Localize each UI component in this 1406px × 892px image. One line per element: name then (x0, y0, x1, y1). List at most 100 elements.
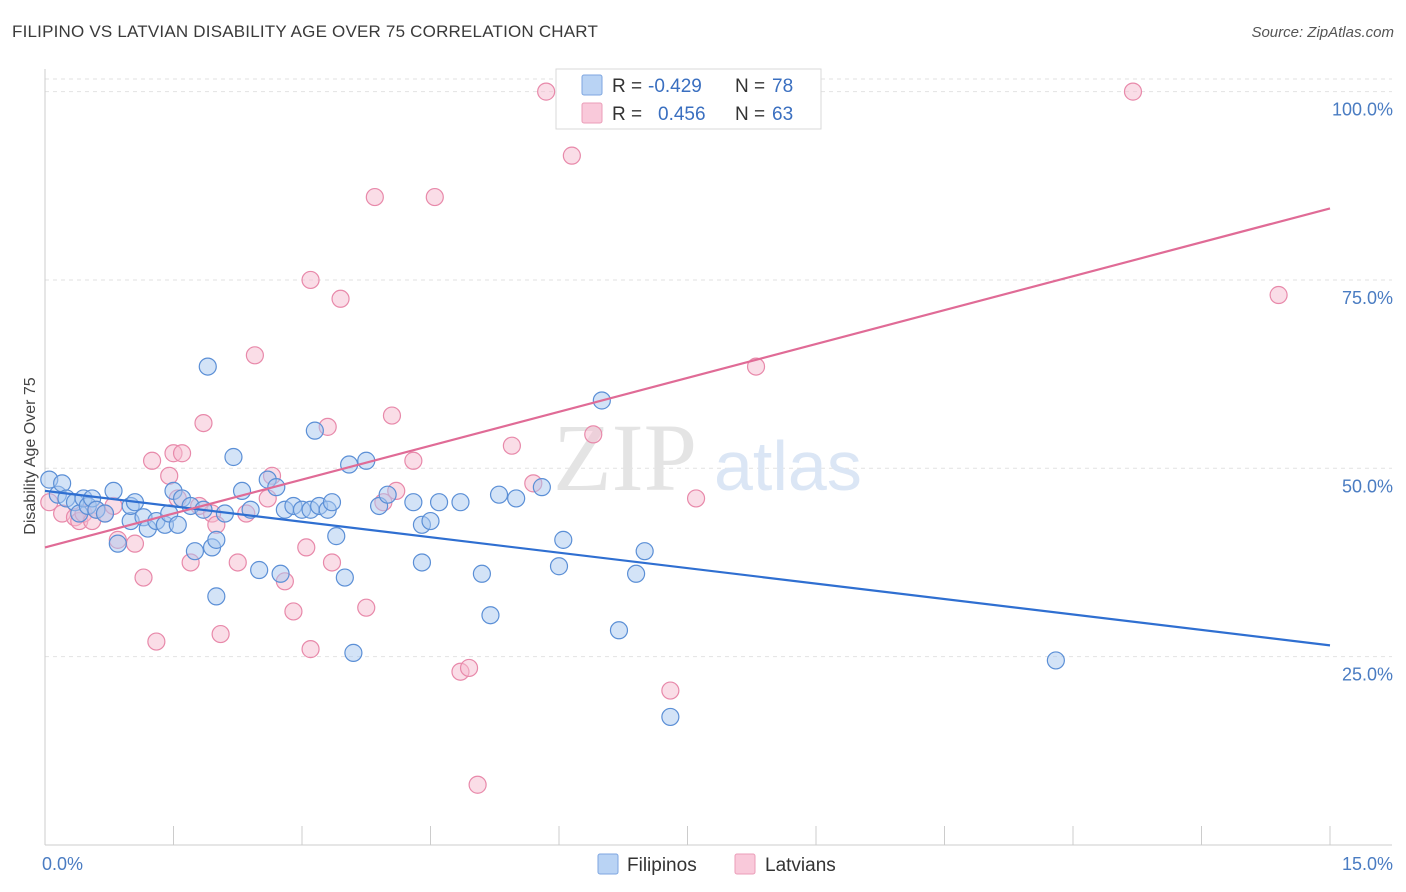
trend-lines (44, 207, 1331, 647)
latvians-point (142, 451, 162, 470)
filipinos-point (327, 527, 346, 546)
latvians-point (365, 187, 384, 207)
latvians-point (284, 602, 303, 621)
filipinos-point (95, 504, 115, 523)
filipinos-point (507, 489, 526, 508)
filipinos-trend-line (44, 489, 1331, 647)
series-swatch-latvians (734, 853, 756, 875)
filipinos-points (40, 357, 1065, 727)
x-tick-label: 0.0% (42, 854, 83, 874)
gridlines (45, 78, 1392, 658)
latvians-point (404, 451, 423, 470)
filipinos-point (104, 481, 123, 501)
latvians-point (245, 346, 264, 365)
x-tick-label: 15.0% (1342, 854, 1393, 874)
legend-r-value: 0.456 (658, 104, 706, 125)
y-tick-label: 25.0% (1342, 665, 1393, 685)
correlation-legend: R = -0.429 N = 78 R = 0.456 N = 63 (555, 68, 822, 130)
legend-n-label: N = (735, 76, 765, 97)
latvians-point (686, 489, 706, 508)
filipinos-point (481, 606, 500, 625)
legend-n-label: N = (735, 104, 765, 125)
filipinos-point (207, 530, 226, 549)
x-tick-labels: 0.0% 15.0% (42, 854, 1393, 874)
latvians-point (125, 534, 145, 553)
filipinos-point (451, 493, 470, 512)
filipinos-point (635, 542, 654, 561)
watermark: ZIP atlas (553, 404, 862, 511)
latvians-point (331, 289, 350, 308)
latvians-point (194, 413, 213, 433)
latvians-point (357, 598, 376, 617)
latvians-point (147, 632, 166, 651)
latvians-point (468, 775, 487, 794)
latvians-point (1123, 82, 1143, 101)
latvians-trend-line (44, 207, 1331, 549)
filipinos-point (198, 357, 217, 376)
series-swatch-filipinos (597, 853, 619, 875)
filipinos-point (429, 493, 449, 512)
latvians-point (562, 146, 581, 165)
latvians-point (211, 624, 230, 644)
filipinos-point (404, 493, 423, 512)
latvians-point (459, 658, 479, 678)
latvians-point (134, 568, 153, 587)
latvians-point (160, 466, 179, 485)
legend-swatch-pink (581, 102, 603, 124)
latvians-point (228, 553, 247, 572)
filipinos-point (250, 560, 269, 580)
y-tick-label: 75.0% (1342, 288, 1393, 308)
filipinos-point (271, 564, 290, 583)
filipinos-point (609, 621, 629, 640)
axes (44, 69, 1392, 846)
latvians-point (322, 553, 342, 572)
legend-r-value: -0.429 (648, 76, 702, 97)
filipinos-point (472, 564, 491, 583)
legend-r-label: R = (612, 76, 642, 97)
filipinos-point (53, 474, 72, 493)
filipinos-point (207, 587, 226, 606)
filipinos-point (549, 557, 569, 576)
filipinos-point (305, 421, 324, 440)
legend-swatch-blue (581, 74, 603, 96)
y-tick-label: 100.0% (1332, 100, 1393, 120)
filipinos-point (1046, 651, 1065, 670)
chart-title: FILIPINO VS LATVIAN DISABILITY AGE OVER … (12, 22, 599, 41)
y-axis-title: Disability Age Over 75 (22, 377, 39, 535)
filipinos-point (626, 564, 646, 583)
latvians-point (297, 538, 316, 557)
latvians-point (661, 681, 680, 700)
latvians-point (584, 425, 603, 444)
filipinos-point (378, 485, 397, 504)
latvians-point (382, 406, 402, 425)
latvians-point (172, 444, 192, 463)
latvians-point (746, 357, 766, 376)
legend-r-label: R = (612, 104, 642, 125)
latvians-point (301, 270, 320, 290)
latvians-point (301, 640, 320, 659)
filipinos-point (554, 530, 573, 549)
filipinos-point (241, 500, 260, 519)
latvians-point (1269, 285, 1288, 305)
filipinos-point (412, 553, 432, 572)
series-label-latvians: Latvians (765, 855, 836, 876)
filipinos-point (322, 493, 342, 512)
series-label-filipinos: Filipinos (627, 855, 697, 876)
filipinos-point (532, 478, 551, 497)
latvians-point (425, 187, 444, 207)
filipinos-point (489, 485, 509, 504)
watermark-zip: ZIP (553, 404, 697, 511)
legend-n-value: 63 (772, 104, 793, 125)
latvians-point (537, 82, 556, 101)
filipinos-point (168, 515, 187, 534)
filipinos-point (224, 447, 243, 467)
y-tick-labels: 25.0% 50.0% 75.0% 100.0% (1332, 100, 1393, 685)
legend-n-value: 78 (772, 76, 793, 97)
latvians-point (502, 436, 521, 455)
watermark-atlas: atlas (714, 427, 862, 505)
filipinos-point (335, 568, 354, 587)
filipinos-point (421, 511, 440, 531)
filipinos-point (661, 707, 680, 727)
y-tick-label: 50.0% (1342, 476, 1393, 496)
